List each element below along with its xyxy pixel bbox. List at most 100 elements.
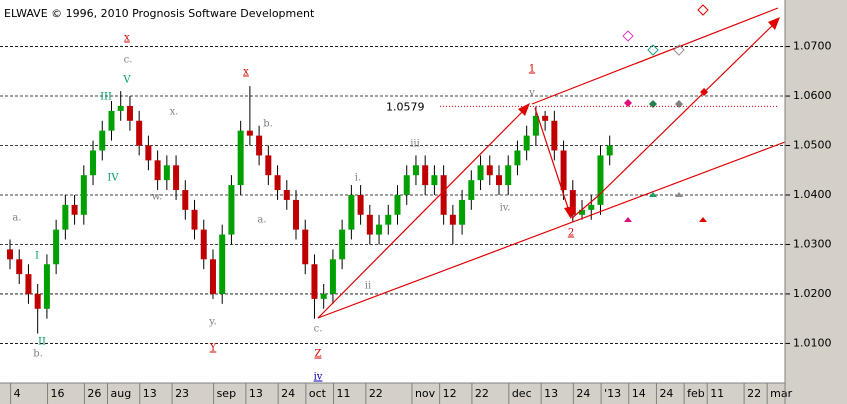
candle-body — [219, 234, 226, 294]
candle-body — [329, 259, 336, 294]
wave-arrow — [534, 107, 571, 215]
time-axis — [0, 383, 785, 404]
x-tick-label: nov — [415, 387, 436, 400]
y-tick-label: 1.0200 — [793, 287, 832, 300]
candle-body — [136, 120, 143, 146]
target — [675, 192, 683, 197]
x-tick-label: 14 — [632, 387, 646, 400]
candle-body — [126, 105, 133, 121]
candle-body — [560, 150, 567, 191]
candle-body — [366, 214, 373, 235]
candle-body — [514, 150, 521, 166]
wave-labels: a.IIIb.IIIIVVc.xx.w.a.y.Yxb.i.iic.Ziviii… — [12, 33, 574, 383]
y-tick-label: 1.0700 — [793, 40, 832, 53]
candle-body — [376, 224, 383, 235]
candle-body — [237, 130, 244, 186]
wave-label: iv. — [500, 203, 511, 214]
target — [649, 192, 657, 197]
target — [647, 44, 659, 56]
x-tick-label: 22 — [475, 387, 489, 400]
candle-body — [495, 175, 502, 186]
arrow-head — [564, 206, 575, 219]
candle-body — [34, 293, 41, 309]
x-tick-label: 24 — [576, 387, 590, 400]
wave-label: ii — [365, 281, 371, 292]
x-tick-label: oct — [309, 387, 327, 400]
wave-label: Z — [315, 349, 322, 360]
target — [697, 4, 709, 16]
wave-label: Y — [209, 343, 217, 354]
candle-body — [579, 209, 586, 215]
candle-body — [283, 190, 290, 200]
wave-line — [571, 195, 599, 219]
candle-body — [569, 190, 576, 215]
candle-body — [348, 194, 355, 230]
x-tick-label: 12 — [443, 387, 457, 400]
candle-body — [403, 175, 410, 195]
candle-body — [154, 160, 161, 181]
candle-body — [53, 229, 60, 265]
candle-body — [43, 264, 50, 309]
x-tick-label: 11 — [337, 387, 351, 400]
wave-label: x. — [170, 107, 179, 118]
candle-body — [145, 145, 152, 161]
x-tick-label: 22 — [369, 387, 383, 400]
x-tick-label: 24 — [659, 387, 673, 400]
wave-label: I — [35, 251, 39, 262]
wave-label: a. — [12, 213, 21, 224]
candle-body — [16, 259, 23, 275]
candle-body — [606, 145, 613, 156]
candle-body — [477, 165, 484, 181]
target — [622, 30, 634, 42]
candle-body — [505, 165, 512, 186]
x-tick-label: 13 — [249, 387, 263, 400]
candle-body — [265, 155, 272, 176]
candle-body — [246, 130, 253, 136]
x-tick-label: mar — [770, 387, 792, 400]
wave-label: III — [100, 92, 112, 103]
candle-body — [422, 165, 429, 186]
wave-label: iv — [314, 372, 323, 383]
candle-body — [459, 199, 466, 225]
candle-body — [80, 175, 87, 215]
candle-body — [440, 175, 447, 215]
x-tick-label: 22 — [747, 387, 761, 400]
wave-label: x — [124, 33, 130, 44]
candle-body — [117, 105, 124, 111]
candle-body — [431, 175, 438, 186]
y-tick-label: 1.0500 — [793, 139, 832, 152]
wave-label: IV — [107, 173, 119, 184]
candle-body — [551, 120, 558, 151]
x-tick-label: '13 — [604, 387, 621, 400]
candle-body — [228, 185, 235, 235]
wave-lines — [317, 7, 786, 319]
target — [673, 44, 685, 56]
wave-arrow — [317, 107, 527, 319]
wave-label: 1 — [529, 64, 535, 75]
candle-body — [588, 204, 595, 210]
x-tick-label: dec — [512, 387, 532, 400]
candle-body — [209, 259, 216, 294]
candle-body — [182, 190, 189, 210]
wave-label: i. — [355, 173, 361, 184]
wave-label: v — [528, 88, 535, 99]
x-tick-label: 13 — [544, 387, 558, 400]
candle-body — [412, 165, 419, 176]
candle-body — [302, 229, 309, 265]
candle-body — [385, 214, 392, 225]
wave-label: b. — [263, 119, 273, 130]
level-label: 1.0579 — [386, 100, 425, 113]
candle-body — [311, 264, 318, 299]
wave-label: b. — [33, 349, 43, 360]
x-tick-label: 11 — [710, 387, 724, 400]
candle-body — [90, 150, 97, 176]
candle-body — [449, 214, 456, 225]
wave-label: a. — [257, 215, 266, 226]
candle-body — [523, 135, 530, 151]
x-tick-label: sep — [217, 387, 236, 400]
candle-body — [532, 115, 539, 136]
x-tick-label: 23 — [175, 387, 189, 400]
wave-label: II — [38, 337, 46, 348]
